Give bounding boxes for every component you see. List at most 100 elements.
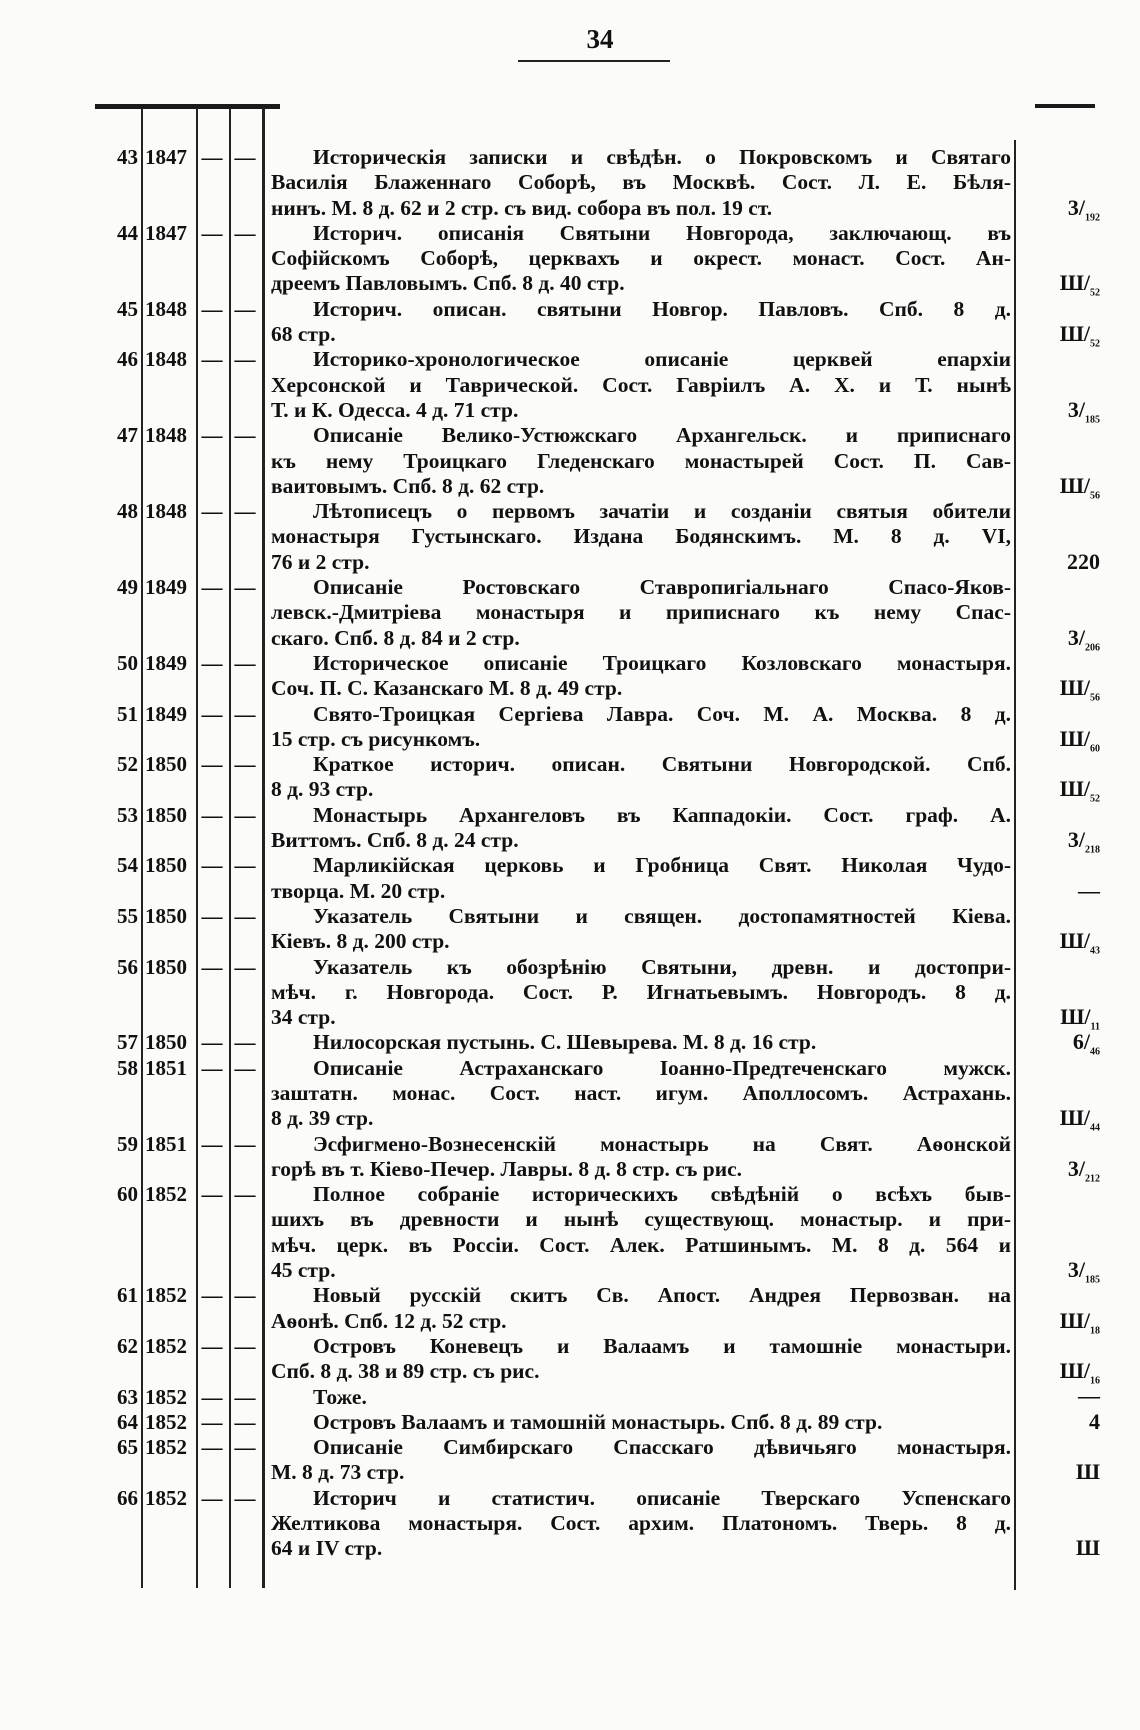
entry-year: 1850 [145, 903, 187, 928]
description-line: Соч. П. С. Казанскаго М. 8 д. 49 стр. [271, 676, 623, 701]
table-row: 60 1852 — — Полное собраніе историческихъ св… [0, 1182, 1140, 1286]
page-number-underline [518, 60, 670, 62]
entry-description: Историч. описан. святыни Новгор. Павловъ… [271, 297, 1011, 348]
entry-column-3: — [201, 853, 223, 878]
entry-column-4: — [234, 650, 256, 675]
entry-number: 59 [117, 1131, 138, 1156]
entry-year: 1852 [145, 1333, 187, 1358]
mark-value: 220 [1067, 548, 1100, 574]
mark-value: — [1078, 1383, 1100, 1409]
entry-mark: 3/212 [1030, 1156, 1100, 1184]
entry-column-3: — [201, 1333, 223, 1358]
description-line: монастыря Густынскаго. Издана Бодянскимъ… [271, 524, 1011, 549]
entry-number: 45 [117, 296, 138, 321]
entry-description: Островъ Валаамъ и тамошній монастырь. Сп… [271, 1410, 1011, 1435]
table-row: 53 1850 — — Монастырь Архангеловъ въ Каппадо… [0, 803, 1140, 856]
entry-column-4: — [234, 499, 256, 524]
mark-subscript: 185 [1085, 1274, 1100, 1286]
entry-column-4: — [234, 1055, 256, 1080]
entry-mark: Ш/16 [1030, 1358, 1100, 1386]
entry-column-3: — [201, 220, 223, 245]
entry-mark: — [1030, 878, 1100, 906]
entry-column-3: — [201, 575, 223, 600]
entry-year: 1848 [145, 423, 187, 448]
entry-mark: 220 [1030, 549, 1100, 577]
description-line: 68 стр. [271, 322, 336, 347]
description-line: Указатель къ обозрѣнію Святыни, древн. и… [313, 954, 1011, 979]
description-line: 76 и 2 стр. [271, 549, 370, 574]
mark-subscript: 18 [1090, 1324, 1100, 1336]
entry-column-4: — [234, 1333, 256, 1358]
entry-column-4: — [234, 1182, 256, 1207]
entry-column-3: — [201, 954, 223, 979]
entry-mark: 3/185 [1030, 397, 1100, 425]
entry-year: 1850 [145, 752, 187, 777]
description-line: шихъ въ древности и нынѣ существующ. мон… [271, 1207, 1011, 1232]
entry-mark: Ш/56 [1030, 675, 1100, 703]
mark-value: Ш/ [1059, 1307, 1090, 1333]
entry-description: Описаніе Ростовскаго Ставропигіальнаго С… [271, 575, 1011, 651]
entry-number: 58 [117, 1055, 138, 1080]
description-line: заштатн. монас. Сост. наст. игум. Аполло… [271, 1080, 1011, 1105]
entry-column-3: — [201, 1485, 223, 1510]
description-line: 34 стр. [271, 1005, 336, 1030]
entry-column-4: — [234, 954, 256, 979]
entry-description: Эсфигмено-Вознесенскій монастырь на Свят… [271, 1132, 1011, 1183]
table-row: 52 1850 — — Краткое историч. описан. Святыни… [0, 752, 1140, 805]
entry-description: Полное собраніе историческихъ свѣдѣній о… [271, 1182, 1011, 1283]
entry-year: 1851 [145, 1055, 187, 1080]
entry-column-4: — [234, 701, 256, 726]
description-line: Лѣтописецъ о первомъ зачатіи и созданіи … [313, 499, 1011, 524]
entry-year: 1849 [145, 650, 187, 675]
mark-value: Ш [1075, 1535, 1100, 1561]
entry-column-4: — [234, 145, 256, 169]
entry-year: 1847 [145, 220, 187, 245]
description-line: Виттомъ. Спб. 8 д. 24 стр. [271, 828, 519, 853]
entry-column-4: — [234, 853, 256, 878]
description-line: творца. М. 20 стр. [271, 878, 446, 903]
table-row: 57 1850 — — Нилосорская пустынь. С. Шевырева… [0, 1029, 1140, 1057]
entry-mark: Ш/44 [1030, 1105, 1100, 1133]
table-row: 45 1848 — — Историч. описан. святыни Новгор.… [0, 296, 1140, 350]
entry-column-4: — [234, 1409, 256, 1434]
entry-column-4: — [234, 423, 256, 448]
entry-year: 1850 [145, 853, 187, 878]
entry-year: 1852 [145, 1384, 187, 1409]
description-line: Историч и статистич. описаніе Тверскаго … [313, 1485, 1011, 1510]
entry-mark: 3/206 [1030, 625, 1100, 653]
entry-column-4: — [234, 296, 256, 321]
description-line: Описаніе Велико-Устюжскаго Архангельск. … [313, 423, 1011, 448]
description-line: нинъ. М. 8 д. 62 и 2 стр. съ вид. собора… [271, 195, 773, 220]
description-line: М. 8 д. 73 стр. [271, 1460, 405, 1485]
mark-value: Ш/ [1059, 472, 1090, 498]
entry-description: Нилосорская пустынь. С. Шевырева. М. 8 д… [271, 1030, 1011, 1055]
entry-column-4: — [234, 575, 256, 600]
description-line: Кіевъ. 8 д. 200 стр. [271, 929, 450, 954]
mark-value: Ш/ [1059, 776, 1090, 802]
description-line: 8 д. 39 стр. [271, 1106, 374, 1131]
entry-number: 54 [117, 853, 138, 878]
description-line: ваитовымъ. Спб. 8 д. 62 стр. [271, 473, 545, 498]
description-line: Спб. 8 д. 38 и 89 стр. съ рис. [271, 1359, 540, 1384]
table-row: 43 1847 — — Историческія записки и свѣдѣн. о… [0, 145, 1140, 223]
entry-column-3: — [201, 903, 223, 928]
mark-subscript: 52 [1090, 287, 1100, 299]
entry-column-3: — [201, 423, 223, 448]
mark-subscript: 60 [1090, 743, 1100, 755]
entry-mark: Ш/52 [1030, 776, 1100, 804]
description-line: Историч. описанія Святыни Новгорода, зак… [313, 220, 1011, 245]
mark-subscript: 44 [1090, 1122, 1100, 1134]
mark-value: 3/ [1067, 1256, 1085, 1282]
column-divider [196, 108, 198, 1588]
entry-column-3: — [201, 296, 223, 321]
entry-description: Тоже. [271, 1385, 1011, 1410]
entry-year: 1849 [145, 575, 187, 600]
column-divider [229, 108, 231, 1588]
entry-year: 1849 [145, 701, 187, 726]
entry-mark: 3/218 [1030, 827, 1100, 855]
table-row: 66 1852 — — Историч и статистич. описаніе Тв… [0, 1486, 1140, 1562]
entry-number: 47 [117, 423, 138, 448]
table-row: 55 1850 — — Указатель Святыни и священ. дост… [0, 903, 1140, 957]
mark-subscript: 11 [1090, 1021, 1100, 1033]
entry-column-4: — [234, 1030, 256, 1055]
